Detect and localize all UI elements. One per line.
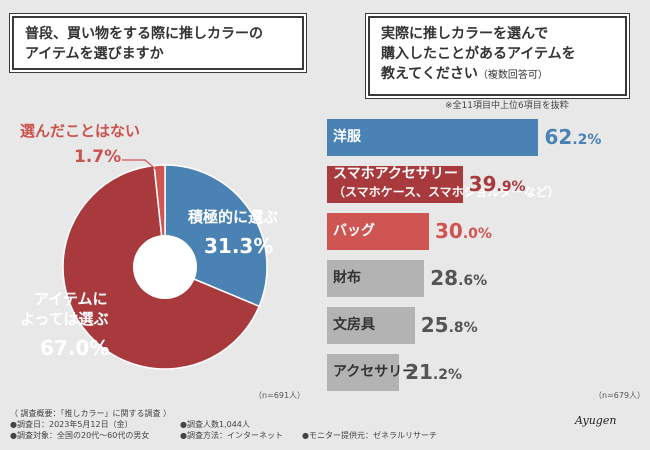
right-question-line2: 購入したことがあるアイテムを [381,46,576,62]
bar-label: アクセサリー [333,364,417,380]
bar-value-dec: .9% [496,179,526,195]
bar-value-dec: .2% [432,367,463,383]
bar-5: 文房具 [327,307,415,344]
bar-value-int: 25 [420,313,449,337]
bar-sublabel: （スマホケース、スマホショルダーなど） [333,185,560,199]
bar-value-dec: .2% [572,132,602,148]
bar-value: 28.6% [430,260,487,300]
bar-value-dec: .8% [448,320,478,336]
bar-value-dec: .0% [462,226,492,242]
right-question-text: 実際に推しカラーを選んで 購入したことがあるアイテムを 教えてください（複数回答… [381,24,576,86]
bar-1: 洋服 [327,119,539,156]
bar-label: 文房具 [333,317,375,333]
footer-method: ●調査方法：インターネット [180,431,283,440]
bar-value: 39.9% [469,166,526,206]
survey-footer: （ 調査概要：「推しカラー」に関する調査 ） ●調査日：2023年5月12日（金… [10,408,650,441]
footer-count: ●調査人数1,044人 [180,420,250,429]
pie-value-never: 1.7% [74,147,122,167]
right-question-line3: 教えてください [381,66,478,82]
bar-2: スマホアクセサリー （スマホケース、スマホショルダーなど） [327,166,560,203]
bar-label: 財布 [333,270,361,286]
bar-value-int: 28 [430,266,459,290]
pie-value-active: 31.3% [204,234,274,258]
bar-value-int: 62 [544,125,573,149]
bar-label: スマホアクセサリー [333,166,458,182]
bar-value: 25.8% [421,307,478,347]
pie-center-hole [133,235,197,299]
bar-value: 30.0% [435,213,492,253]
bar-value-int: 21 [405,360,433,384]
bar-value-int: 30 [435,219,463,243]
right-question-note: （複数回答可） [477,70,548,81]
pie-label-item-line1: アイテムに [34,290,108,308]
bar-value: 62.2% [544,119,601,159]
signature-logo: Ayugen [575,414,617,427]
pie-label-item-line2: よっては選ぶ [20,310,109,328]
footer-survey: （ 調査概要：「推しカラー」に関する調査 ） [10,409,172,418]
bar-3: バッグ [327,213,429,250]
bar-6: アクセサリー [327,354,416,391]
bar-label: 洋服 [333,129,361,145]
extract-note: ※全11項目中上位6項目を抜粋 [445,101,569,111]
left-question-line2: アイテムを選びますか [25,46,164,62]
pie-sample-size: （n=691人） [254,391,306,400]
bar-value-dec: .6% [458,273,488,289]
bar-sample-size: （n=679人） [594,391,646,400]
footer-date: ●調査日：2023年5月12日（金） [10,420,133,429]
never-leader-line [122,159,159,172]
bar-value: 21.2% [405,354,462,394]
footer-target: ●調査対象：全国の20代〜60代の男女 [10,431,150,440]
right-question-box: 実際に推しカラーを選んで 購入したことがあるアイテムを 教えてください（複数回答… [368,16,627,96]
pie-label-never: 選んだことはない [20,122,141,140]
left-question-line1: 普段、買い物をする際に推しカラーの [25,26,263,42]
pie-label-active: 積極的に選ぶ [188,208,279,226]
bar-4: 財布 [327,260,425,297]
bar-value-int: 39 [468,172,497,196]
pie-value-item: 67.0% [40,336,110,360]
left-question-box: 普段、買い物をする際に推しカラーの アイテムを選びますか [12,16,304,70]
right-question-line1: 実際に推しカラーを選んで [381,26,549,42]
footer-monitor: ●モニター提供元：ゼネラルリサーチ [302,431,437,440]
left-question-text: 普段、買い物をする際に推しカラーの アイテムを選びますか [25,24,263,64]
bar-label: バッグ [333,223,375,239]
